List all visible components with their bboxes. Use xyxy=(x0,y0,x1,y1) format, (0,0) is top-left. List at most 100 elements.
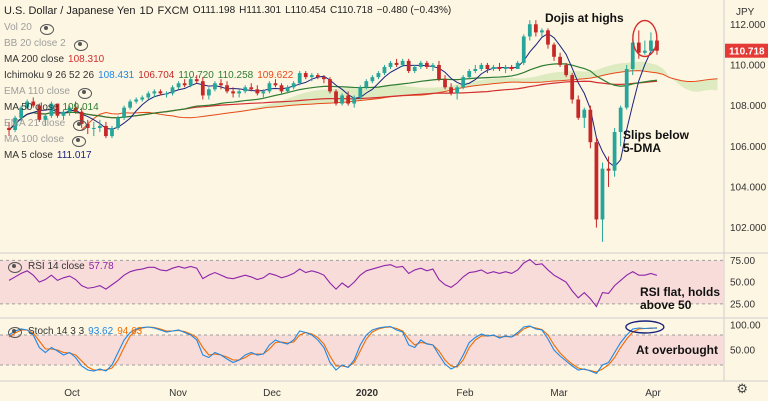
candle-body xyxy=(67,107,72,112)
legend-row[interactable]: EMA 21 close xyxy=(4,116,724,132)
legend-row[interactable]: MA 50 close 109.014 xyxy=(4,100,724,116)
legend-row[interactable]: Vol 20 xyxy=(4,20,724,36)
legend-row[interactable]: BB 20 close 2 xyxy=(4,36,724,52)
legend-row[interactable]: MA 200 close 108.310 xyxy=(4,52,724,68)
candle xyxy=(206,87,211,100)
annotation-line: 5-DMA xyxy=(623,141,661,155)
eye-icon[interactable] xyxy=(39,23,54,35)
time-tick-label: Oct xyxy=(64,388,80,399)
rsi-legend[interactable]: RSI 14 close 57.78 xyxy=(4,259,114,273)
candle xyxy=(624,64,629,110)
candle-body xyxy=(431,64,435,67)
candle xyxy=(67,105,72,116)
price-tick-label: 106.000 xyxy=(730,142,767,153)
candle-body xyxy=(206,89,211,96)
candle-body xyxy=(170,87,175,94)
currency-label: JPY xyxy=(736,7,755,18)
candle-body xyxy=(503,66,508,69)
price-axis[interactable]: 112.000 110.000 108.000 106.000 104.000 102.0… xyxy=(725,7,768,234)
stoch-tick-label: 50.00 xyxy=(730,346,755,357)
candle-body xyxy=(97,125,102,128)
candle-body xyxy=(61,111,66,116)
candle-body xyxy=(600,168,605,220)
eye-icon[interactable] xyxy=(8,326,22,338)
candle-body xyxy=(37,105,42,120)
candle xyxy=(649,32,653,53)
candle xyxy=(594,138,599,228)
candle-body xyxy=(285,87,290,92)
stoch-k-line xyxy=(8,325,657,375)
candle-body xyxy=(13,117,17,130)
legend-row[interactable]: Ichimoku 9 26 52 26 108.431 106.704 110.720… xyxy=(4,68,724,84)
candle xyxy=(158,89,163,96)
candle-body xyxy=(152,91,157,94)
candle xyxy=(213,81,217,92)
candle-body xyxy=(449,87,453,94)
candle xyxy=(7,121,11,137)
legend-label: MA 5 close xyxy=(4,150,53,161)
candle xyxy=(352,95,357,108)
candle xyxy=(31,97,36,108)
candle xyxy=(376,71,381,80)
candle-body xyxy=(485,64,490,69)
stoch-band xyxy=(0,335,724,365)
chart-legend: U.S. Dollar / Japanese Yen 1D FXCM O111.… xyxy=(4,2,724,164)
ohlc-high: H111.301 xyxy=(239,5,282,16)
rsi-panel[interactable]: 75.00 50.00 25.00 xyxy=(0,256,755,311)
candle xyxy=(140,95,145,102)
eye-icon[interactable] xyxy=(8,261,22,273)
candle xyxy=(303,71,308,80)
candle xyxy=(285,85,290,94)
candle xyxy=(346,91,351,106)
price-tick-label: 110.000 xyxy=(730,60,766,71)
candle xyxy=(370,75,375,84)
legend-row[interactable]: MA 5 close 111.017 xyxy=(4,148,724,164)
candle xyxy=(291,81,296,90)
symbol-header[interactable]: U.S. Dollar / Japanese Yen 1D FXCM O111.… xyxy=(4,2,724,20)
candle xyxy=(49,101,54,118)
annotation-line: Slips below xyxy=(623,128,690,142)
candle-body xyxy=(267,83,272,92)
candle xyxy=(509,64,514,72)
candle xyxy=(497,62,502,72)
candle xyxy=(406,58,411,74)
candle-body xyxy=(594,142,599,220)
eye-icon[interactable] xyxy=(73,119,88,131)
legend-row[interactable]: MA 100 close xyxy=(4,132,724,148)
candle-body xyxy=(612,132,617,171)
candle xyxy=(128,99,133,110)
price-tick-label: 102.000 xyxy=(730,223,767,234)
stoch-legend[interactable]: Stoch 14 3 3 93.62 94.63 xyxy=(4,324,142,338)
ohlc-open: O111.198 xyxy=(192,5,236,16)
candle xyxy=(400,58,405,67)
candle-body xyxy=(649,40,653,51)
candle xyxy=(521,34,526,65)
legend-value: 110.258 xyxy=(217,70,254,81)
stoch-panel[interactable]: 100.00 50.00 xyxy=(0,321,761,375)
candle-body xyxy=(624,69,629,108)
candle-body xyxy=(642,50,647,53)
candle-body xyxy=(237,91,242,94)
candle-body xyxy=(49,103,54,116)
eye-icon[interactable] xyxy=(72,135,87,147)
candle-body xyxy=(297,73,302,84)
candle xyxy=(418,60,423,69)
rsi-band xyxy=(0,260,724,304)
candle xyxy=(340,93,344,106)
candle-body xyxy=(346,95,351,104)
candle-body xyxy=(128,101,133,108)
time-axis[interactable]: Oct Nov Dec 2020 Feb Mar Apr xyxy=(64,388,661,399)
candle-body xyxy=(176,83,181,88)
candle xyxy=(231,87,235,98)
candle xyxy=(467,69,472,80)
candle-body xyxy=(146,93,151,98)
price-tag xyxy=(725,43,768,58)
gear-icon[interactable]: ⚙ xyxy=(736,381,748,396)
eye-icon[interactable] xyxy=(73,39,88,51)
candlestick-series[interactable] xyxy=(7,20,659,242)
candle-body xyxy=(7,127,11,130)
eye-icon[interactable] xyxy=(77,87,92,99)
candle-body xyxy=(315,75,320,78)
legend-row[interactable]: EMA 110 close xyxy=(4,84,724,100)
candle xyxy=(443,75,447,90)
